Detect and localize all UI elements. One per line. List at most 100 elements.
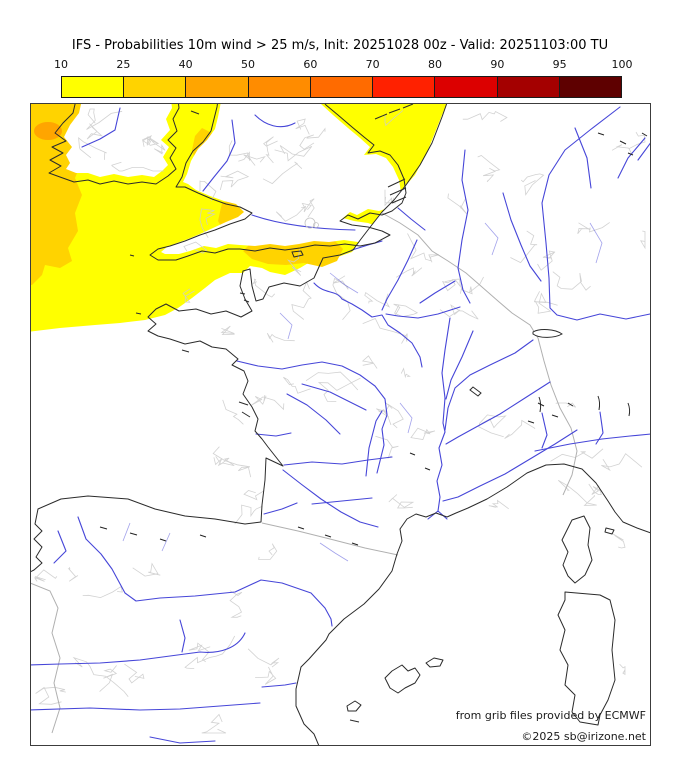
river-cher [301, 383, 367, 411]
colorbar-segment-25-40 [124, 77, 187, 97]
river-south-spain [149, 736, 216, 744]
river-ticino [541, 412, 548, 449]
admin-boundary [504, 419, 536, 439]
colorbar-tick-95: 95 [552, 58, 567, 71]
coast-ireland [48, 103, 180, 185]
urban-area-london [313, 222, 319, 228]
admin-boundary [78, 136, 107, 160]
credit-provider: from grib files provided by ECMWF [456, 709, 646, 722]
colorbar-tick-80: 80 [428, 58, 442, 71]
admin-boundary [388, 494, 415, 509]
river-tajo [30, 702, 261, 711]
coast-isle-of-wight [291, 250, 304, 258]
river-ebro [77, 516, 333, 627]
admin-boundary [393, 303, 419, 318]
admin-boundary [441, 278, 461, 292]
river-minor [279, 312, 293, 340]
river-loire [236, 360, 388, 474]
credit-copyright: ©2025 sb@irizone.net [521, 730, 646, 743]
colorbar-segment-10-25 [62, 77, 125, 97]
admin-boundary [295, 118, 310, 135]
admin-boundary [510, 230, 538, 264]
coast-elba [604, 527, 615, 535]
coast-britain [149, 103, 407, 261]
admin-boundary [82, 585, 123, 599]
admin-boundary [550, 448, 604, 462]
admin-boundary [263, 136, 278, 164]
map-frame [30, 103, 651, 746]
admin-boundary [266, 332, 295, 343]
admin-boundary [229, 590, 243, 618]
admin-boundary [219, 170, 250, 191]
border-france-ne [381, 212, 539, 339]
admin-boundary [275, 206, 306, 222]
river-oise [381, 239, 418, 311]
admin-boundary [228, 140, 256, 166]
border-alps [537, 337, 578, 496]
terrain-marks-massif [409, 452, 431, 471]
river-german-1 [574, 127, 592, 189]
admin-boundary [462, 110, 508, 122]
admin-boundary [577, 222, 610, 235]
river-meuse [457, 149, 471, 304]
river-charente [255, 432, 292, 437]
terrain-marks-pyrenees [297, 526, 359, 546]
coast-formentera [349, 719, 360, 723]
admin-boundary [611, 532, 626, 549]
admin-boundary [361, 355, 378, 369]
colorbar-tick-100: 100 [611, 58, 633, 71]
coast-ouessant [135, 312, 142, 315]
river-shannon [81, 107, 121, 148]
admin-boundary [283, 376, 311, 394]
river-moselle [502, 192, 542, 282]
river-somme [351, 240, 383, 251]
admin-boundary [619, 663, 626, 676]
lake-garda [627, 402, 631, 417]
river-vienne [286, 393, 341, 435]
colorbar-tick-50: 50 [241, 58, 255, 71]
admin-boundary [478, 414, 507, 438]
river-allier [365, 410, 383, 477]
coast-zeeland [387, 178, 407, 204]
admin-boundary [132, 562, 161, 577]
river-minor [161, 532, 171, 552]
colorbar-tick-70: 70 [365, 58, 380, 71]
admin-boundary [220, 325, 235, 336]
river-minor [589, 222, 603, 264]
admin-boundary [317, 377, 361, 402]
admin-boundary [67, 567, 79, 582]
admin-boundary [243, 490, 265, 501]
admin-boundary [86, 123, 104, 140]
admin-boundary [142, 136, 166, 155]
admin-boundary [640, 230, 646, 250]
admin-boundary [332, 275, 351, 320]
colorbar-segment-40-50 [186, 77, 249, 97]
coast-continent-west [30, 103, 448, 573]
admin-boundary [199, 180, 217, 201]
river-minor [319, 542, 349, 562]
river-mino [53, 530, 67, 564]
britain-land [161, 103, 401, 254]
river-po [534, 433, 651, 452]
admin-boundary [182, 288, 195, 303]
admin-boundary [362, 317, 408, 344]
coast-re-oleron [238, 401, 251, 418]
admin-boundary [86, 108, 123, 130]
river-german-3 [637, 141, 651, 161]
coast-belle-ile [181, 349, 190, 353]
river-dordogne [283, 456, 393, 466]
river-durance [442, 429, 578, 502]
admin-boundary [410, 427, 436, 440]
probability-region-25-40 [30, 103, 117, 285]
river-saone [441, 317, 451, 433]
lake-geneva [532, 329, 563, 338]
admin-boundary [520, 173, 545, 196]
river-marne [385, 306, 461, 319]
river-adour [263, 502, 298, 515]
admin-boundary [124, 663, 145, 684]
admin-boundary [199, 208, 216, 238]
river-rhone [427, 431, 448, 520]
admin-boundary [251, 278, 275, 298]
coast-ibiza [346, 700, 362, 712]
admin-boundary [537, 250, 556, 271]
